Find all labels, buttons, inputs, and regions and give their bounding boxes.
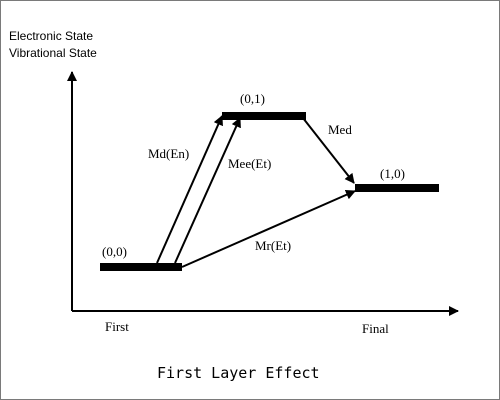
transition-arrow-mee [174,117,241,264]
state-label-0-0: (0,0) [102,244,127,259]
x-axis-end-label: Final [362,321,389,336]
y-axis-label-electronic: Electronic State [9,29,93,43]
state-label-1-0: (1,0) [380,166,405,181]
transition-label-md: Md(En) [148,146,189,161]
energy-level-0-0 [100,263,182,271]
transition-arrow-mr [181,190,356,268]
x-axis-start-label: First [105,319,129,334]
transition-label-mee: Mee(Et) [228,156,271,171]
transition-label-med: Med [328,122,352,137]
energy-level-0-1 [222,112,306,120]
transition-label-mr: Mr(Et) [255,238,291,253]
state-label-0-1: (0,1) [240,91,265,106]
transition-arrow-md [156,115,223,264]
y-axis-label-vibrational: Vibrational State [9,46,97,60]
transition-arrow-med [302,117,355,184]
energy-level-1-0 [355,184,439,192]
diagram-caption: First Layer Effect [157,364,320,382]
